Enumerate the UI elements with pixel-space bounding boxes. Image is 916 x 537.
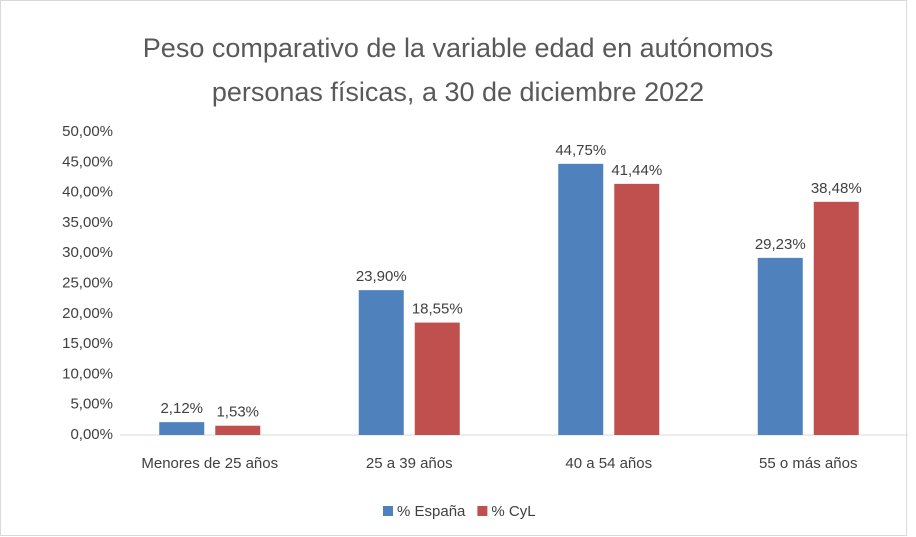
bar <box>558 163 604 435</box>
x-tick-label: 25 a 39 años <box>366 455 453 472</box>
y-tick-label: 50,00% <box>62 123 113 140</box>
y-tick-label: 30,00% <box>62 244 113 261</box>
y-tick-label: 40,00% <box>62 184 113 201</box>
y-tick-label: 20,00% <box>62 305 113 322</box>
bar <box>813 201 859 435</box>
y-tick-label: 45,00% <box>62 153 113 170</box>
value-label: 29,23% <box>755 236 806 253</box>
legend-label: % España <box>397 503 466 520</box>
x-tick-label: Menores de 25 años <box>141 455 278 472</box>
bar <box>159 422 205 435</box>
x-tick-label: 40 a 54 años <box>565 455 652 472</box>
value-label: 41,44% <box>611 162 662 179</box>
bar <box>614 183 660 435</box>
bar <box>358 290 404 435</box>
chart-title: Peso comparativo de la variable edad en … <box>142 33 774 107</box>
value-label: 23,90% <box>356 268 407 285</box>
bar <box>414 322 460 435</box>
y-tick-label: 5,00% <box>70 396 113 413</box>
y-tick-label: 0,00% <box>70 426 113 443</box>
y-tick-label: 35,00% <box>62 214 113 231</box>
value-label: 2,12% <box>160 400 203 417</box>
value-label: 38,48% <box>811 180 862 197</box>
y-tick-label: 25,00% <box>62 274 113 291</box>
legend-label: % CyL <box>491 503 535 520</box>
value-label: 44,75% <box>555 142 606 159</box>
bar <box>215 425 261 435</box>
y-tick-label: 10,00% <box>62 365 113 382</box>
x-tick-label: 55 o más años <box>759 455 857 472</box>
y-tick-label: 15,00% <box>62 335 113 352</box>
bar <box>757 257 803 435</box>
legend-swatch <box>383 506 393 516</box>
value-label: 18,55% <box>412 301 463 318</box>
legend-swatch <box>477 506 488 516</box>
value-label: 1,53% <box>216 404 259 421</box>
